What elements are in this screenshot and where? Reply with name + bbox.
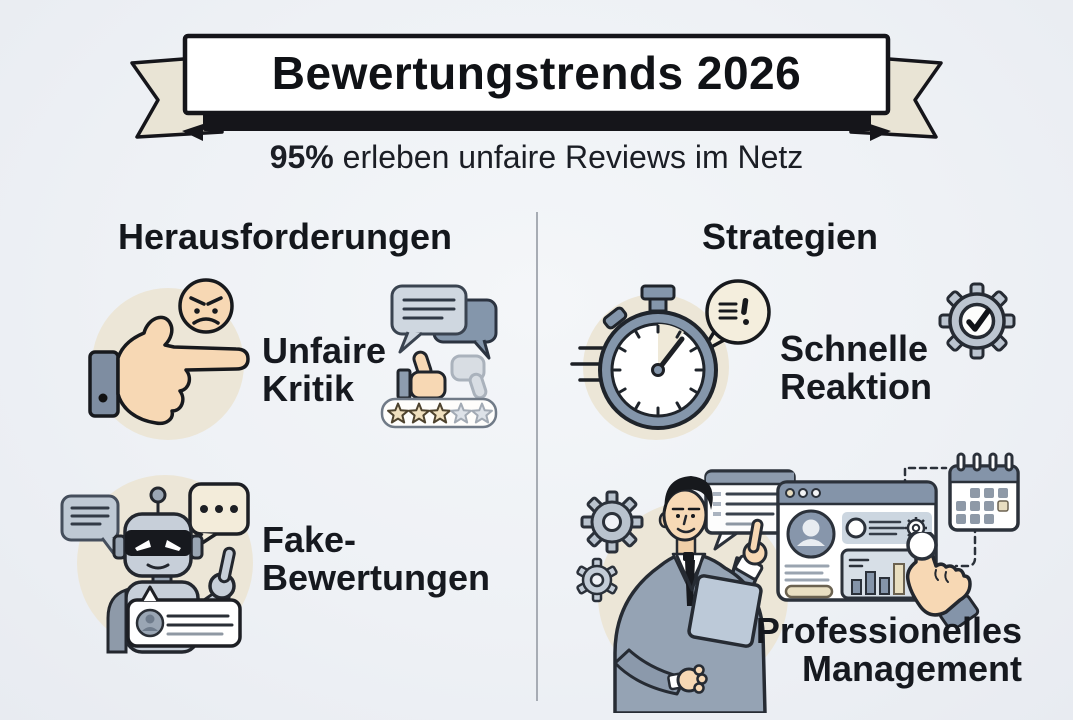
hair: [664, 476, 713, 514]
thumbs-icons: [396, 350, 488, 400]
pointing-hand-icon: [88, 278, 250, 440]
businessman-icon: [613, 476, 768, 713]
alert-bubble-icon: [700, 279, 771, 354]
dotted-connector-lines: [903, 466, 977, 568]
check-mark: [966, 308, 991, 332]
touch-circle: [906, 532, 938, 561]
column-header-strategies: Strategien: [701, 216, 879, 257]
calendar-highlight-day: [997, 500, 1009, 512]
subtitle: 95% erleben unfaire Reviews im Netz: [0, 139, 1073, 176]
column-header-challenges: Herausforderungen: [117, 216, 453, 257]
ribbon-banner: [130, 33, 943, 141]
thumbs-down-icon: [450, 354, 488, 400]
item-label-schnelle-reaktion: Schnelle Reaktion: [780, 328, 933, 407]
star-filled: [408, 402, 430, 424]
star-empty: [450, 402, 472, 424]
review-card-icon: [126, 585, 242, 648]
star-filled: [387, 402, 409, 424]
button: [784, 584, 834, 599]
robot-icon: [60, 475, 253, 654]
angry-face-icon: [178, 278, 234, 334]
star-empty: [471, 402, 493, 424]
thumbs-up-icon: [396, 350, 447, 400]
hand-cursor-icon: [905, 532, 980, 627]
star-rating-icon: [380, 397, 498, 429]
chat-bubbles-icon: [390, 284, 498, 360]
tablet-icon: [687, 574, 763, 648]
subtitle-text: erleben unfaire Reviews im Netz: [333, 139, 804, 175]
calendar-icon: [948, 452, 1020, 532]
item-label-fake-bewertungen: Fake- Bewertungen: [262, 519, 491, 598]
subtitle-stat: 95%: [269, 139, 334, 175]
dashboard-window-icon: [776, 480, 938, 602]
robot-mask: [125, 530, 191, 556]
stopwatch-icon: [570, 279, 771, 440]
item-label-unfaire-kritik: Unfaire Kritik: [262, 330, 387, 409]
column-divider: [536, 212, 538, 701]
item-label-professionelles-management: Professionelles Management: [755, 610, 1022, 689]
star-filled: [429, 402, 451, 424]
gear-check-icon: [938, 282, 1016, 360]
page-title: Bewertungstrends 2026: [271, 47, 802, 99]
